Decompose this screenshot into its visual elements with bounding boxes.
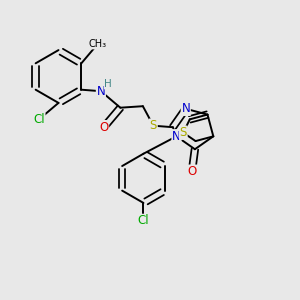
- Text: O: O: [187, 165, 196, 178]
- Text: S: S: [150, 119, 157, 132]
- Text: H: H: [104, 79, 112, 89]
- Text: N: N: [97, 85, 105, 98]
- Text: Cl: Cl: [33, 113, 45, 126]
- Text: S: S: [180, 126, 187, 139]
- Text: CH₃: CH₃: [89, 39, 107, 49]
- Text: N: N: [172, 130, 181, 143]
- Text: N: N: [182, 102, 190, 115]
- Text: Cl: Cl: [138, 214, 149, 227]
- Text: O: O: [99, 121, 109, 134]
